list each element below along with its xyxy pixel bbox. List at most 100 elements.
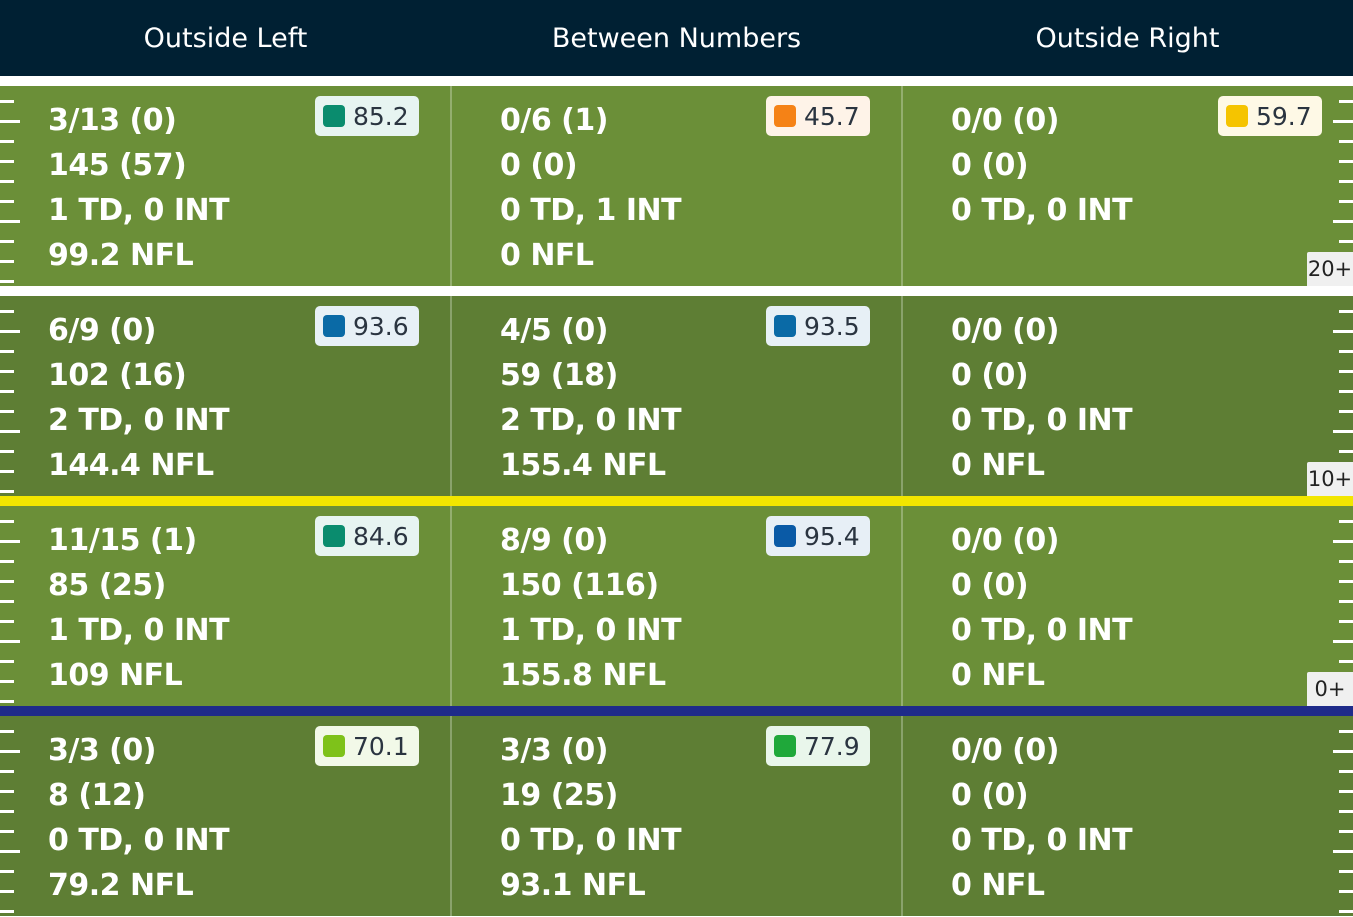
yard-ticks-left [0,296,20,496]
yard-tick [1339,350,1353,353]
stat-line: 79.2 NFL [48,868,194,903]
stat-line: 6/9 (0) [48,313,156,348]
zone-cell[interactable]: 0/6 (1) 0 (0) 0 TD, 1 INT 0 NFL 45.7 [450,86,903,286]
yard-tick [0,200,14,203]
stat-line: 2 TD, 0 INT [48,403,230,438]
grade-value: 95.4 [804,521,860,551]
yard-tick [0,490,14,493]
yard-tick [0,910,14,913]
yard-tick [0,850,20,853]
stat-line: 0/0 (0) [951,733,1059,768]
zone-cell[interactable]: 0/0 (0) 0 (0) 0 TD, 0 INT 59.7 [903,86,1353,286]
first-down-line [0,706,1353,716]
yard-ticks-left [0,716,20,916]
zone-cell[interactable]: 6/9 (0) 102 (16) 2 TD, 0 INT 144.4 NFL 93.6 [0,296,450,496]
zone-cell[interactable]: 3/3 (0) 8 (12) 0 TD, 0 INT 79.2 NFL 70.1 [0,716,450,916]
yard-tick [1339,810,1353,813]
yard-tick [0,450,14,453]
stat-line: 0 TD, 0 INT [951,823,1133,858]
yard-ticks-left [0,86,20,286]
yard-tick [0,580,14,583]
yard-tick [1339,200,1353,203]
stat-line: 102 (16) [48,358,187,393]
stat-line: 8/9 (0) [500,523,608,558]
grade-color-swatch [323,315,345,337]
grade-value: 70.1 [353,731,409,761]
yard-tick [0,240,14,243]
grade-badge: 93.5 [766,306,870,346]
yard-label: 0+ [1307,672,1353,706]
zone-stats: 3/3 (0) 8 (12) 0 TD, 0 INT 79.2 NFL [48,728,230,908]
yard-tick [1339,660,1353,663]
stat-line: 144.4 NFL [48,448,214,483]
stat-line: 1 TD, 0 INT [500,613,682,648]
grade-value: 85.2 [353,101,409,131]
stat-line: 8 (12) [48,778,146,813]
grade-value: 77.9 [804,731,860,761]
stat-line: 0/0 (0) [951,523,1059,558]
row-separator [0,76,1353,86]
stat-line: 0 (0) [500,148,578,183]
zone-cell[interactable]: 8/9 (0) 150 (116) 1 TD, 0 INT 155.8 NFL 95.4 [450,506,903,706]
zone-cell[interactable]: 0/0 (0) 0 (0) 0 TD, 0 INT 0 NFL [903,506,1353,706]
zone-cell[interactable]: 11/15 (1) 85 (25) 1 TD, 0 INT 109 NFL 84.6 [0,506,450,706]
yard-tick [0,790,14,793]
zone-cell[interactable]: 3/13 (0) 145 (57) 1 TD, 0 INT 99.2 NFL 85.2 [0,86,450,286]
yard-tick [0,280,14,283]
zone-stats: 0/0 (0) 0 (0) 0 TD, 0 INT 0 NFL [951,728,1133,908]
zone-cell[interactable]: 0/0 (0) 0 (0) 0 TD, 0 INT 0 NFL [903,296,1353,496]
yard-tick [1339,730,1353,733]
zone-cell[interactable]: 3/3 (0) 19 (25) 0 TD, 0 INT 93.1 NFL 77.9 [450,716,903,916]
grade-value: 93.5 [804,311,860,341]
row-separator [0,286,1353,296]
line-of-scrimmage [0,496,1353,506]
yard-tick [0,120,20,123]
stat-line: 0 (0) [951,148,1029,183]
yard-tick [0,520,14,523]
yard-tick [0,830,14,833]
yard-tick [1339,560,1353,563]
yard-tick [1333,750,1353,753]
zone-cell[interactable]: 4/5 (0) 59 (18) 2 TD, 0 INT 155.4 NFL 93.5 [450,296,903,496]
zone-stats: 0/6 (1) 0 (0) 0 TD, 1 INT 0 NFL [500,98,682,278]
yard-tick [1333,220,1353,223]
yard-tick [1333,850,1353,853]
stat-line: 0 (0) [951,568,1029,603]
yard-tick [1333,540,1353,543]
stat-line: 85 (25) [48,568,166,603]
zone-header: Outside Left Between Numbers Outside Rig… [0,0,1353,76]
stat-line: 0 TD, 0 INT [951,193,1133,228]
yard-tick [0,560,14,563]
stat-line: 0 NFL [951,448,1045,483]
yard-tick [0,870,14,873]
yard-tick [1339,370,1353,373]
yard-tick [0,540,20,543]
yard-tick [0,660,14,663]
yard-tick [0,330,20,333]
yard-tick [1339,890,1353,893]
grade-badge: 85.2 [315,96,419,136]
yard-tick [0,620,14,623]
grade-color-swatch [323,105,345,127]
grade-badge: 84.6 [315,516,419,556]
stat-line: 155.4 NFL [500,448,666,483]
stat-line: 0 TD, 0 INT [951,613,1133,648]
yard-tick [0,430,20,433]
yard-tick [1339,180,1353,183]
yard-tick [1339,620,1353,623]
yard-tick [1339,410,1353,413]
stat-line: 155.8 NFL [500,658,666,693]
stat-line: 0 TD, 1 INT [500,193,682,228]
yard-tick [0,310,14,313]
grade-badge: 45.7 [766,96,870,136]
yard-label: 20+ [1307,252,1353,286]
yard-tick [0,890,14,893]
yard-tick [1339,830,1353,833]
yard-ticks-left [0,506,20,706]
zone-stats: 3/3 (0) 19 (25) 0 TD, 0 INT 93.1 NFL [500,728,682,908]
grade-badge: 77.9 [766,726,870,766]
zone-cell[interactable]: 0/0 (0) 0 (0) 0 TD, 0 INT 0 NFL [903,716,1353,916]
yard-tick [0,640,20,643]
grade-color-swatch [323,735,345,757]
